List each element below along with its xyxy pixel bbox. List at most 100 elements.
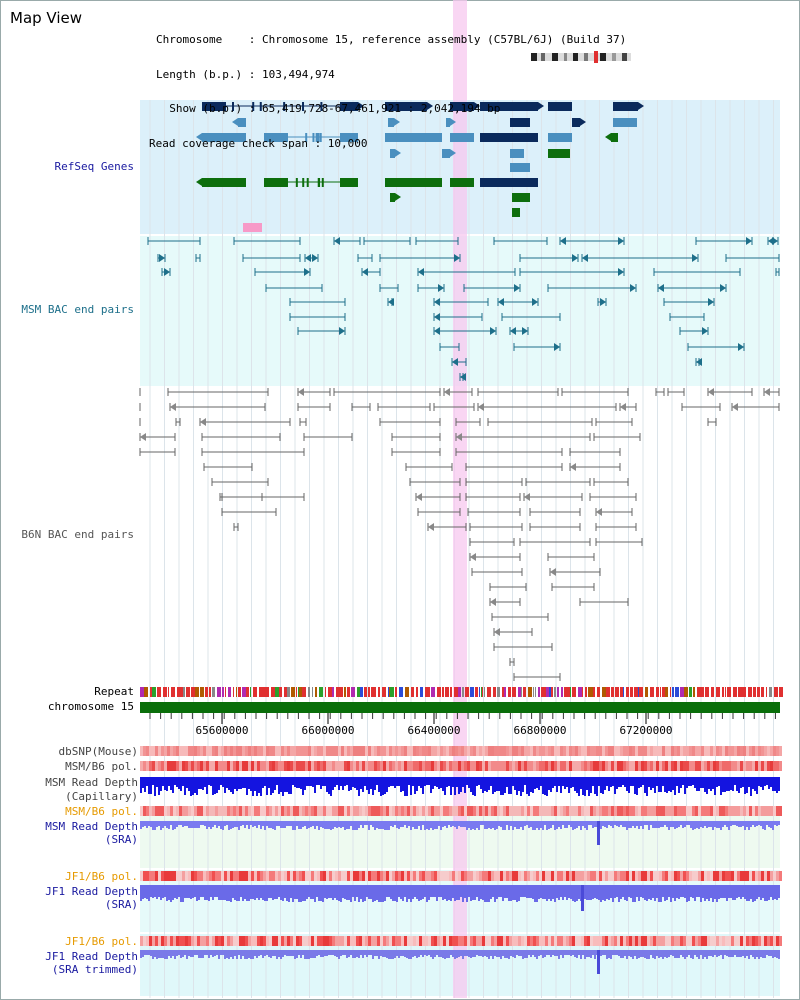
track-label-msm-bac[interactable]: MSM BAC end pairs (21, 303, 134, 316)
read-depth-bar (258, 821, 260, 825)
read-depth-bar (698, 777, 700, 791)
read-depth-bar (332, 885, 334, 900)
read-depth-bar (482, 885, 484, 900)
read-depth-bar (618, 885, 620, 902)
polymorphism-cell (323, 806, 326, 816)
polymorphism-cell (608, 936, 611, 946)
read-depth-bar (398, 821, 400, 829)
read-depth-bar (484, 950, 486, 956)
read-depth-bar (460, 950, 462, 956)
read-depth-bar (436, 821, 438, 829)
read-depth-bar (364, 777, 366, 786)
track-label-msm-b6-pol[interactable]: MSM/B6 pol. (65, 760, 138, 773)
polymorphism-cell (194, 936, 197, 946)
read-depth-bar (550, 821, 552, 828)
repeat-element (716, 687, 720, 697)
polymorphism-cell (599, 871, 602, 881)
bac-end-arrow (470, 553, 476, 561)
repeat-element (656, 687, 658, 697)
read-depth-bar (396, 777, 398, 786)
track-label-msm-depth-capillary[interactable]: MSM Read Depth (45, 776, 138, 789)
polymorphism-cell (209, 936, 212, 946)
polymorphism-cell (404, 936, 407, 946)
polymorphism-cell (371, 761, 374, 771)
track-label-jf1-depth-trimmed[interactable]: JF1 Read Depth (45, 950, 138, 963)
read-depth-bar (668, 885, 670, 897)
read-depth-bar (150, 821, 152, 827)
read-depth-bar (640, 885, 642, 897)
track-label-b6n-bac[interactable]: B6N BAC end pairs (21, 528, 134, 541)
read-depth-bar (604, 777, 606, 790)
read-depth-bar (702, 885, 704, 898)
read-depth-bar (188, 885, 190, 898)
dbsnp-density-cell (317, 746, 320, 756)
read-depth-bar (144, 885, 146, 898)
read-depth-bar (382, 777, 384, 795)
read-depth-bar (292, 777, 294, 785)
read-depth-bar (468, 821, 470, 828)
track-label-jf1-b6-pol[interactable]: JF1/B6 pol. (65, 870, 138, 883)
polymorphism-cell (554, 871, 557, 881)
polymorphism-cell (173, 936, 176, 946)
dbsnp-density-cell (749, 746, 752, 756)
polymorphism-cell (314, 761, 317, 771)
track-label-msm-b6-pol-2[interactable]: MSM/B6 pol. (65, 805, 138, 818)
polymorphism-cell (272, 871, 275, 881)
polymorphism-cell (749, 871, 752, 881)
dbsnp-density-cell (263, 746, 266, 756)
read-depth-bar (504, 777, 506, 793)
polymorphism-cell (365, 871, 368, 881)
read-depth-bar (550, 950, 552, 957)
track-label-msm-depth-sra[interactable]: MSM Read Depth (45, 820, 138, 833)
polymorphism-cell (254, 761, 257, 771)
read-depth-bar (562, 885, 564, 900)
read-depth-bar (704, 950, 706, 957)
polymorphism-cell (221, 761, 224, 771)
polymorphism-cell (668, 806, 671, 816)
track-label-dbsnp[interactable]: dbSNP(Mouse) (58, 745, 138, 758)
polymorphism-cell (236, 806, 239, 816)
repeat-element (561, 687, 563, 697)
polymorphism-cell (647, 761, 650, 771)
read-depth-bar (518, 885, 520, 901)
dbsnp-density-cell (164, 746, 167, 756)
polymorphism-cell (143, 806, 146, 816)
polymorphism-cell (779, 871, 782, 881)
polymorphism-cell (290, 936, 293, 946)
track-label-refseq-genes[interactable]: RefSeq Genes (54, 160, 134, 173)
read-depth-bar (246, 950, 248, 959)
track-label-jf1-b6-pol-2[interactable]: JF1/B6 pol. (65, 935, 138, 948)
track-label-jf1-depth-sra[interactable]: JF1 Read Depth (45, 885, 138, 898)
polymorphism-cell (764, 936, 767, 946)
polymorphism-cell (269, 761, 272, 771)
read-depth-bar (538, 821, 540, 830)
track-label-repeat[interactable]: Repeat (94, 685, 134, 698)
read-depth-bar (768, 777, 770, 789)
read-depth-bar (206, 821, 208, 829)
read-depth-bar (246, 777, 248, 795)
polymorphism-cell (674, 871, 677, 881)
read-depth-bar (266, 821, 268, 826)
dbsnp-density-cell (221, 746, 224, 756)
read-depth-bar (140, 950, 142, 958)
read-depth-bar (264, 777, 266, 786)
read-depth-bar (268, 821, 270, 828)
repeat-element (242, 687, 246, 697)
read-depth-bar (142, 777, 144, 788)
polymorphism-cell (599, 806, 602, 816)
read-depth-bar (140, 821, 142, 829)
polymorphism-cell (272, 806, 275, 816)
polymorphism-cell (254, 936, 257, 946)
read-depth-bar (300, 950, 302, 958)
read-depth-bar (162, 950, 164, 958)
read-depth-bar (710, 821, 712, 827)
gene-exon (548, 102, 572, 111)
polymorphism-cell (356, 871, 359, 881)
dbsnp-density-cell (167, 746, 170, 756)
repeat-element (151, 687, 152, 697)
repeat-element (578, 687, 582, 697)
read-depth-bar (290, 777, 292, 794)
read-depth-bar (668, 777, 670, 791)
polymorphism-cell (467, 761, 470, 771)
